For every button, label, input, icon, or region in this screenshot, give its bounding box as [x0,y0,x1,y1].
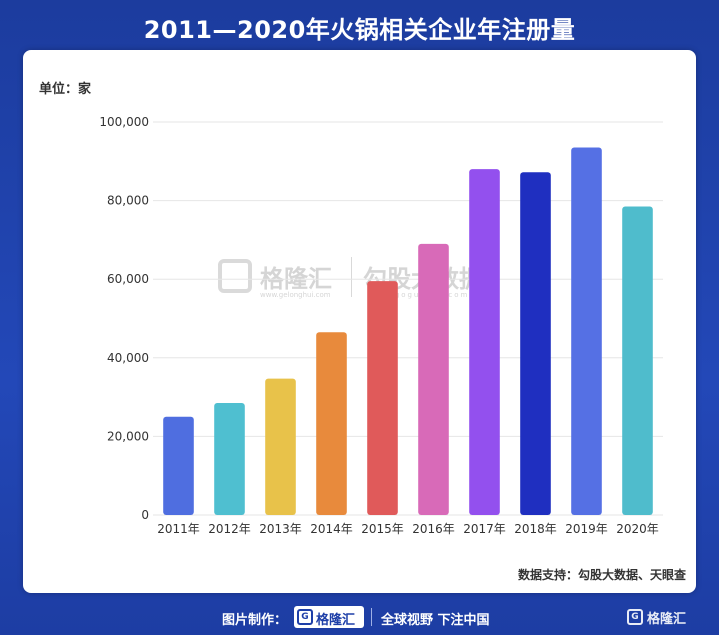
x-tick-label: 2015年 [361,522,404,536]
slogan: 全球视野 下注中国 [381,613,490,628]
source-label: 数据支持：勾股大数据、天眼查 [517,568,686,582]
x-tick-label: 2012年 [208,522,251,536]
bar [469,169,500,515]
unit-label: 单位：家 [39,82,92,97]
y-tick-label: 20,000 [107,429,149,443]
x-tick-label: 2011年 [157,522,200,536]
bar [316,332,347,515]
y-tick-label: 80,000 [107,194,149,208]
page-title: 2011—2020年火锅相关企业年注册量 [143,16,576,44]
y-tick-label: 0 [141,508,149,522]
y-tick-label: 40,000 [107,351,149,365]
footer: 图片制作： G 格隆汇 全球视野 下注中国 G 格隆汇 [0,600,719,635]
x-tick-label: 2016年 [412,522,455,536]
y-tick-label: 100,000 [99,115,149,129]
bar [571,147,602,516]
brand-logo-text: 格隆汇 [316,613,356,628]
brand-logo-icon: G [297,609,313,625]
bar [520,172,551,515]
footer-divider [371,608,372,626]
corner-logo-icon: G [627,609,643,625]
bar [265,378,296,515]
bar [214,402,245,515]
credit-label: 图片制作： [222,613,288,628]
bar-chart: 0 20,000 40,000 60,000 80,000 100,000 2011年 201… [99,115,663,536]
bar [367,281,398,515]
x-tick-label: 2019年 [565,522,608,536]
brand-logo: G 格隆汇 [294,606,364,628]
y-tick-label: 60,000 [107,272,149,286]
corner-logo: G 格隆汇 [627,607,711,627]
x-tick-label: 2014年 [310,522,353,536]
x-tick-label: 2020年 [616,522,659,536]
bar [622,206,653,515]
chart-card: 单位：家 格隆汇 www.gelonghui.com 勾股大数据 www.gog… [23,50,696,593]
bar [418,243,449,515]
x-tick-label: 2013年 [259,522,302,536]
bar [163,416,194,515]
corner-logo-text: 格隆汇 [647,612,687,627]
x-tick-label: 2018年 [514,522,557,536]
x-tick-label: 2017年 [463,522,506,536]
